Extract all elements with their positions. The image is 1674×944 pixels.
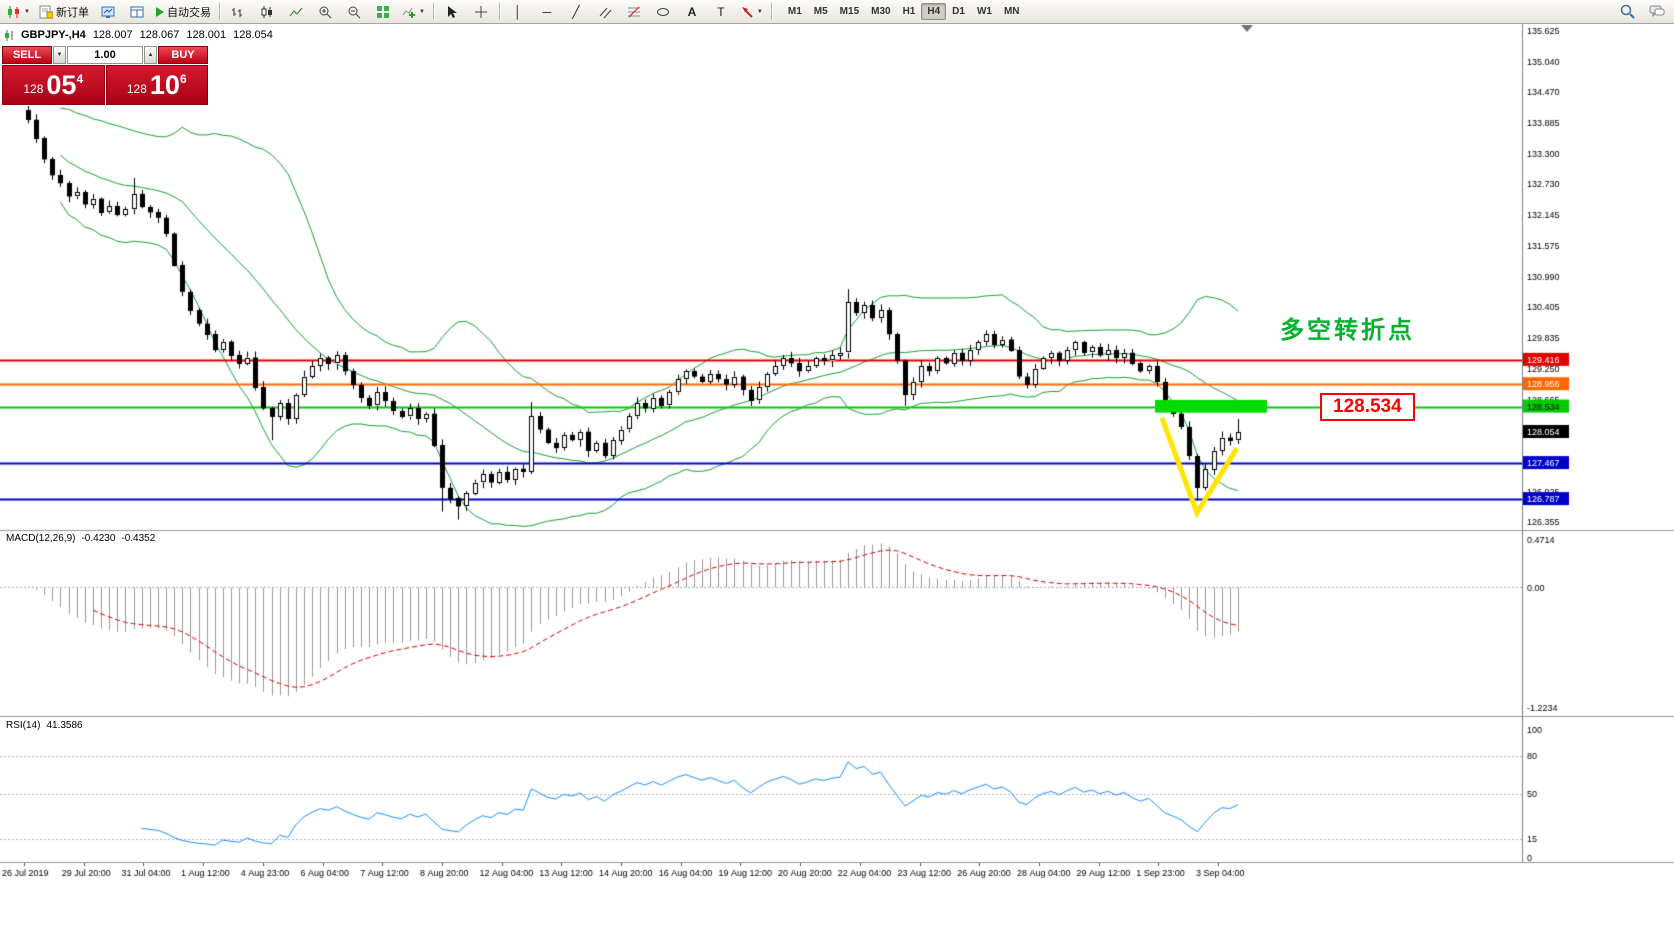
tile-windows-button[interactable]	[369, 1, 397, 23]
ellipse-icon	[656, 7, 669, 16]
chart-profiles-button[interactable]	[94, 1, 122, 23]
symbol-period-label: GBPJPY-,H4	[21, 29, 86, 41]
low-value: 128.001	[186, 29, 227, 41]
data-window-button[interactable]	[123, 1, 151, 23]
vertical-line-button[interactable]: │	[514, 4, 522, 19]
horizontal-line-button[interactable]: ─	[542, 4, 552, 19]
buy-price-prefix: 128	[126, 82, 147, 96]
timeframe-d1[interactable]: D1	[952, 6, 965, 17]
price-callout-box: 128.534	[1320, 393, 1415, 421]
turning-point-annotation: 多空转折点	[1280, 317, 1415, 344]
chat-button[interactable]	[1643, 1, 1671, 23]
search-button[interactable]	[1613, 1, 1641, 23]
timeframe-group: M1 M5 M15 M30 H1 H4 D1 W1 MN	[782, 3, 1026, 20]
sell-price-big: 05	[46, 69, 77, 100]
ohlc-header: GBPJPY-,H4 128.007 128.067 128.001 128.0…	[4, 29, 273, 41]
channel-button[interactable]	[591, 1, 619, 23]
macd-signal-value: -0.4352	[121, 533, 156, 544]
new-order-button[interactable]: 新订单	[35, 1, 93, 23]
sell-price-pip: 4	[76, 72, 84, 86]
zoom-out-icon	[348, 6, 361, 18]
buy-price-pip: 6	[179, 72, 187, 86]
buy-price-big: 10	[149, 69, 180, 100]
macd-value: -0.4230	[81, 533, 116, 544]
indicators-button[interactable]: ▼	[398, 1, 429, 23]
line-chart-icon	[289, 7, 303, 16]
crosshair-button[interactable]	[467, 1, 495, 23]
timeframe-h1[interactable]: H1	[902, 6, 916, 17]
play-icon	[155, 6, 164, 17]
data-window-icon	[130, 6, 144, 17]
fibonacci-icon	[627, 6, 640, 17]
main-toolbar: ▼ 新订单 自动交易	[0, 0, 1674, 24]
monitor-icon	[101, 6, 115, 18]
buy-button[interactable]: BUY	[158, 46, 208, 64]
line-chart-button[interactable]	[282, 1, 310, 23]
timeframe-m5[interactable]: M5	[813, 6, 828, 17]
timeframe-m30[interactable]: M30	[871, 6, 891, 17]
chat-icon	[1649, 5, 1665, 18]
cursor-button[interactable]	[438, 1, 466, 23]
new-order-label: 新订单	[55, 6, 89, 19]
chevron-down-icon: ▼	[24, 8, 30, 15]
volume-input[interactable]	[67, 46, 143, 64]
crosshair-icon	[474, 5, 487, 18]
text-label-button[interactable]: T	[717, 4, 725, 19]
arrow-tools-button[interactable]: ▼	[736, 1, 767, 23]
toolbar-separator	[770, 3, 772, 20]
new-order-icon	[39, 5, 53, 18]
candlestick-chart-icon	[8, 5, 19, 18]
zoom-in-icon	[319, 6, 332, 18]
sell-price-prefix: 128	[23, 82, 44, 96]
toolbar-separator	[432, 3, 434, 20]
volume-increment-button[interactable]: ▲	[144, 46, 157, 64]
macd-title: MACD(12,26,9)	[6, 533, 76, 544]
shapes-button[interactable]	[649, 1, 677, 23]
high-value: 128.067	[139, 29, 180, 41]
timeframe-h4[interactable]: H4	[921, 3, 947, 20]
text-tool-button[interactable]: A	[687, 4, 697, 19]
rsi-indicator-label: RSI(14) 41.3586	[6, 720, 83, 731]
trendline-button[interactable]: ╱	[572, 4, 580, 19]
zoom-in-button[interactable]	[311, 1, 339, 23]
tile-windows-icon	[376, 5, 389, 18]
toolbar-separator	[498, 3, 500, 20]
rsi-value: 41.3586	[46, 720, 83, 731]
candles-icon	[261, 5, 272, 18]
autotrading-button[interactable]: 自动交易	[152, 1, 215, 23]
new-chart-button[interactable]: ▼	[3, 1, 34, 23]
channel-icon	[599, 7, 612, 18]
chevron-down-icon: ▼	[756, 8, 763, 15]
close-value: 128.054	[233, 29, 273, 41]
volume-decrement-button[interactable]: ▼	[53, 46, 66, 64]
rsi-title: RSI(14)	[6, 720, 41, 731]
bar-chart-button[interactable]	[224, 1, 252, 23]
buy-price-button[interactable]: 128 10 6	[105, 65, 208, 105]
fibonacci-button[interactable]	[620, 1, 648, 23]
toolbar-separator	[218, 3, 220, 20]
open-value: 128.007	[92, 29, 133, 41]
timeframe-mn[interactable]: MN	[1003, 6, 1020, 17]
timeframe-w1[interactable]: W1	[976, 6, 992, 17]
autotrading-label: 自动交易	[166, 6, 211, 19]
chart-canvas[interactable]	[0, 24, 1674, 944]
bar-chart-icon	[231, 7, 242, 17]
timeframe-m15[interactable]: M15	[839, 6, 860, 17]
search-icon	[1620, 4, 1635, 19]
chevron-down-icon: ▼	[418, 8, 425, 15]
one-click-trading-panel: SELL ▼ ▲ BUY 128 05 4 128 10 6	[2, 46, 208, 105]
sell-button[interactable]: SELL	[2, 46, 52, 64]
candles-view-button[interactable]	[253, 1, 281, 23]
indicators-icon	[402, 7, 415, 18]
macd-indicator-label: MACD(12,26,9) -0.4230 -0.4352	[6, 533, 155, 544]
cursor-icon	[447, 5, 457, 18]
timeframe-m1[interactable]: M1	[787, 6, 802, 17]
zoom-out-button[interactable]	[340, 1, 368, 23]
arrow-icon	[741, 6, 753, 18]
symbol-icon	[5, 29, 13, 41]
sell-price-button[interactable]: 128 05 4	[2, 65, 105, 105]
